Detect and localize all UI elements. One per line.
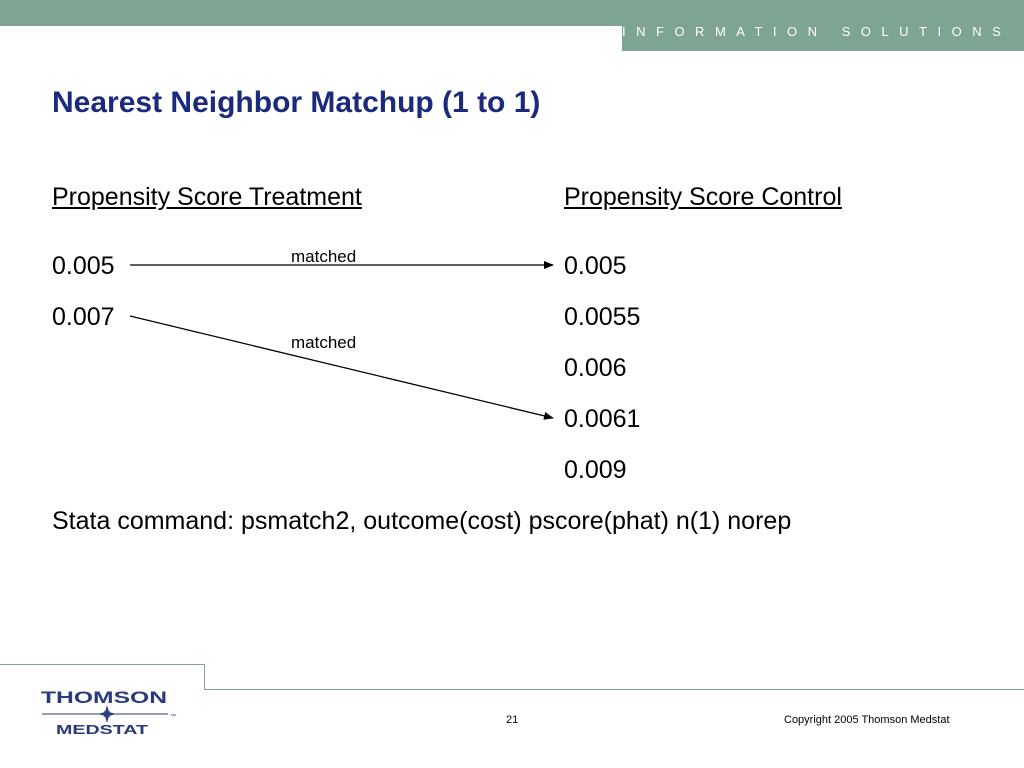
treatment-value-2: 0.007	[52, 303, 115, 331]
logo-line2: MEDSTAT	[56, 722, 148, 737]
footer-rule	[0, 664, 205, 665]
logo-line1: THOMSON	[41, 688, 167, 707]
footer-rule-main	[204, 689, 1024, 690]
treatment-column-heading: Propensity Score Treatment	[52, 183, 362, 211]
control-value-3: 0.006	[564, 354, 627, 382]
control-value-1: 0.005	[564, 252, 627, 280]
control-value-2: 0.0055	[564, 303, 641, 331]
control-column-heading: Propensity Score Control	[564, 183, 842, 211]
control-value-5: 0.009	[564, 456, 627, 484]
match-label-2: matched	[291, 333, 357, 352]
slide-title: Nearest Neighbor Matchup (1 to 1)	[52, 86, 541, 119]
copyright-notice: Copyright 2005 Thomson Medstat	[784, 714, 950, 726]
treatment-value-1: 0.005	[52, 252, 115, 280]
page-number: 21	[506, 714, 519, 726]
footer-rule-step	[204, 664, 205, 690]
match-label-1: matched	[291, 247, 357, 266]
control-value-4: 0.0061	[564, 405, 641, 433]
star-compass-icon	[98, 705, 116, 723]
stata-command: Stata command: psmatch2, outcome(cost) p…	[52, 507, 792, 535]
header-tagline: INFORMATION SOLUTIONS	[622, 24, 1012, 39]
match-arrow-2	[129, 315, 554, 420]
thomson-medstat-logo: THOMSON ™ MEDSTAT	[41, 688, 176, 737]
brand-tab	[622, 0, 1024, 51]
logo-trademark: ™	[170, 713, 176, 720]
